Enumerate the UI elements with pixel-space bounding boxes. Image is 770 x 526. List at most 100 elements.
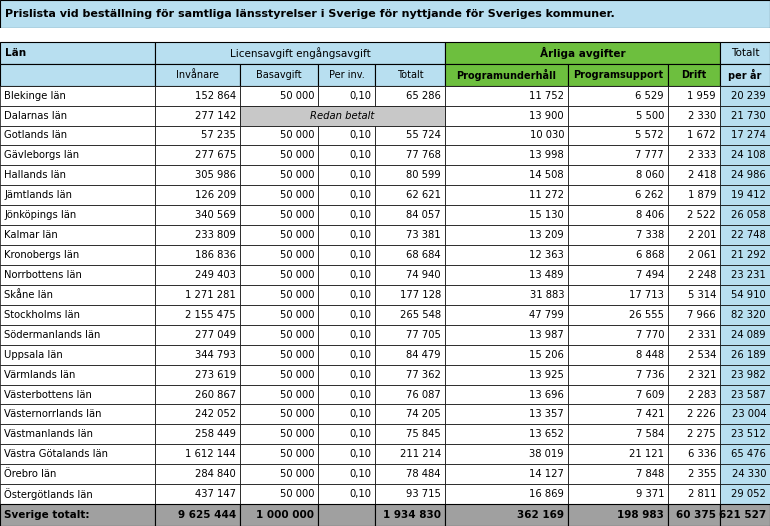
Text: Hallands län: Hallands län xyxy=(4,170,66,180)
Bar xyxy=(445,205,568,225)
Bar xyxy=(155,444,240,464)
Text: 258 449: 258 449 xyxy=(195,429,236,439)
Bar xyxy=(318,365,375,385)
Bar xyxy=(0,265,155,285)
Bar xyxy=(0,205,155,225)
Bar xyxy=(568,225,668,245)
Text: 68 684: 68 684 xyxy=(407,250,441,260)
Bar xyxy=(155,185,240,205)
Text: 0,10: 0,10 xyxy=(349,469,371,479)
Bar xyxy=(720,325,770,345)
Bar xyxy=(155,385,240,404)
Bar xyxy=(668,385,720,404)
Text: Stockholms län: Stockholms län xyxy=(4,310,80,320)
Text: 29 052: 29 052 xyxy=(732,489,766,499)
Text: 2 331: 2 331 xyxy=(688,330,716,340)
Text: 0,10: 0,10 xyxy=(349,90,371,100)
Text: 26 555: 26 555 xyxy=(629,310,664,320)
Text: 74 940: 74 940 xyxy=(407,270,441,280)
Bar xyxy=(155,464,240,484)
Text: 77 705: 77 705 xyxy=(406,330,441,340)
Bar xyxy=(318,285,375,305)
Bar xyxy=(568,64,668,86)
Bar xyxy=(375,365,445,385)
Text: 5 572: 5 572 xyxy=(635,130,664,140)
Bar xyxy=(318,64,375,86)
Bar xyxy=(720,64,770,86)
Text: 15 206: 15 206 xyxy=(529,350,564,360)
Text: 0,10: 0,10 xyxy=(349,409,371,419)
Text: 249 403: 249 403 xyxy=(195,270,236,280)
Bar xyxy=(318,205,375,225)
Text: 7 609: 7 609 xyxy=(635,389,664,400)
Bar xyxy=(568,365,668,385)
Bar xyxy=(240,146,318,165)
Text: 1 612 144: 1 612 144 xyxy=(186,449,236,459)
Bar xyxy=(720,106,770,126)
Text: 50 000: 50 000 xyxy=(280,389,314,400)
Bar xyxy=(445,345,568,365)
Text: 5 500: 5 500 xyxy=(635,110,664,120)
Text: 10 030: 10 030 xyxy=(530,130,564,140)
Bar xyxy=(0,385,155,404)
Bar xyxy=(568,165,668,185)
Text: 2 201: 2 201 xyxy=(688,230,716,240)
Text: Programunderhåll: Programunderhåll xyxy=(457,69,557,81)
Text: 1 271 281: 1 271 281 xyxy=(186,290,236,300)
Bar xyxy=(445,106,568,126)
Text: 2 355: 2 355 xyxy=(688,469,716,479)
Text: Prislista vid beställning för samtliga länsstyrelser i Sverige för nyttjande för: Prislista vid beställning för samtliga l… xyxy=(5,9,614,19)
Text: 277 675: 277 675 xyxy=(195,150,236,160)
Bar xyxy=(568,484,668,504)
Bar xyxy=(568,464,668,484)
Bar xyxy=(568,185,668,205)
Bar xyxy=(668,444,720,464)
Text: 13 925: 13 925 xyxy=(529,370,564,380)
Bar xyxy=(240,464,318,484)
Text: 2 155 475: 2 155 475 xyxy=(186,310,236,320)
Text: 7 966: 7 966 xyxy=(688,310,716,320)
Text: 7 584: 7 584 xyxy=(635,429,664,439)
Bar xyxy=(0,424,155,444)
Text: 19 412: 19 412 xyxy=(732,190,766,200)
Bar xyxy=(568,205,668,225)
Bar xyxy=(375,165,445,185)
Text: 9 371: 9 371 xyxy=(635,489,664,499)
Text: 186 836: 186 836 xyxy=(195,250,236,260)
Bar xyxy=(240,285,318,305)
Text: 47 799: 47 799 xyxy=(529,310,564,320)
Bar xyxy=(0,28,770,42)
Text: 2 226: 2 226 xyxy=(688,409,716,419)
Text: 73 381: 73 381 xyxy=(407,230,441,240)
Bar xyxy=(0,404,155,424)
Text: 50 000: 50 000 xyxy=(280,250,314,260)
Bar xyxy=(240,404,318,424)
Bar xyxy=(155,64,240,86)
Text: 50 000: 50 000 xyxy=(280,489,314,499)
Bar xyxy=(0,165,155,185)
Bar xyxy=(155,404,240,424)
Bar xyxy=(318,225,375,245)
Bar xyxy=(318,245,375,265)
Text: Västmanlands län: Västmanlands län xyxy=(4,429,93,439)
Text: Örebro län: Örebro län xyxy=(4,469,56,479)
Bar xyxy=(568,285,668,305)
Bar xyxy=(720,444,770,464)
Text: 13 489: 13 489 xyxy=(530,270,564,280)
Text: 31 883: 31 883 xyxy=(530,290,564,300)
Text: Gävleborgs län: Gävleborgs län xyxy=(4,150,79,160)
Text: 7 494: 7 494 xyxy=(635,270,664,280)
Bar xyxy=(445,86,568,106)
Bar xyxy=(668,126,720,146)
Bar xyxy=(155,106,240,126)
Text: Uppsala län: Uppsala län xyxy=(4,350,62,360)
Text: 77 362: 77 362 xyxy=(406,370,441,380)
Bar xyxy=(445,504,568,526)
Bar xyxy=(568,265,668,285)
Bar xyxy=(720,345,770,365)
Bar xyxy=(0,484,155,504)
Text: 7 770: 7 770 xyxy=(635,330,664,340)
Bar xyxy=(155,285,240,305)
Bar xyxy=(375,265,445,285)
Bar xyxy=(240,265,318,285)
